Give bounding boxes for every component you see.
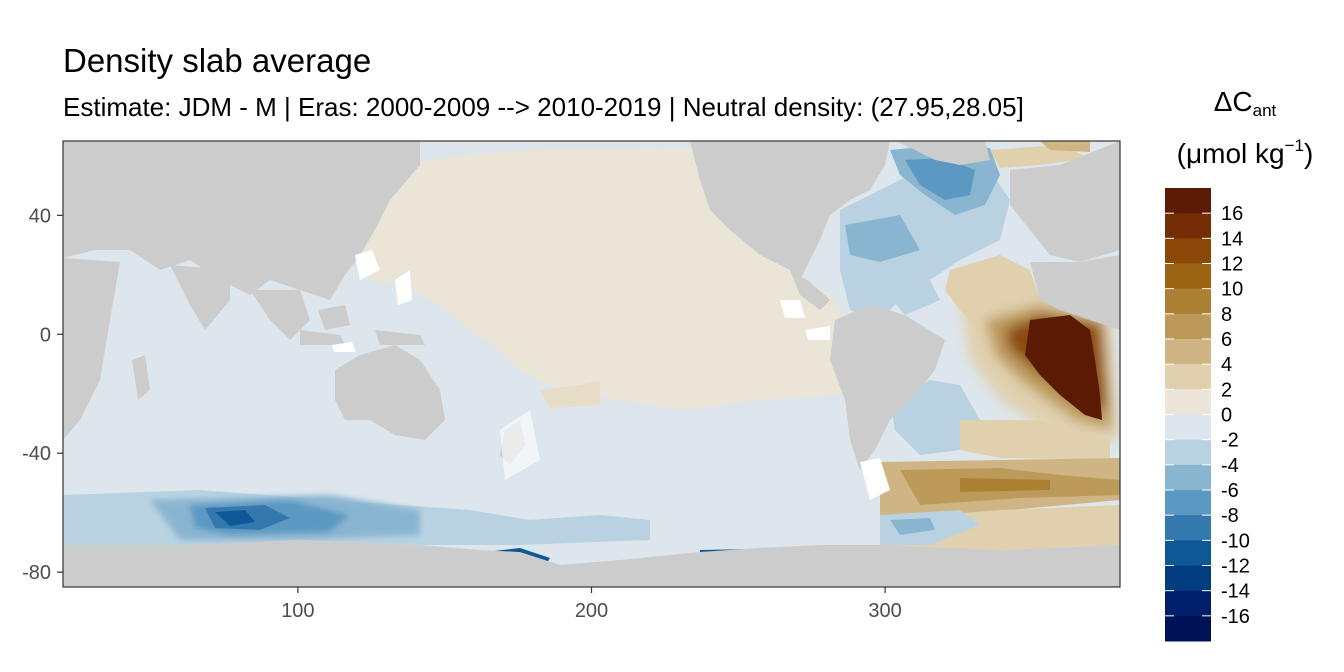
x-tick-label: 100 [281,600,314,622]
legend-title-unit: (μmol kg−1) [1176,136,1314,169]
legend-label: -8 [1221,505,1239,527]
indonesia-land [300,330,345,345]
legend-label: 8 [1221,304,1232,326]
africa-east-land [63,258,120,440]
legend-swatch [1165,238,1211,264]
legend-labels: 16 14 12 10 8 6 4 2 0 -2 -4 -6 -8 -10 -12 -14 -16 [1165,203,1250,628]
legend-label: 6 [1221,329,1232,351]
north-atlantic-coast-negative [845,215,920,262]
legend-swatch [1165,414,1211,441]
legend-title-quantity: ΔCant [1213,86,1277,120]
legend-swatch [1165,515,1211,541]
south-america-land [830,305,945,470]
legend-swatch [1165,364,1211,390]
x-tick-label: 300 [868,600,901,622]
legend-label: -6 [1221,480,1239,502]
north-atlantic-coast-shelf [880,280,940,315]
legend-label: 12 [1221,254,1243,276]
y-tick-label: 0 [40,324,51,346]
y-tick-label: 40 [29,205,51,227]
legend-swatch [1165,188,1211,214]
legend-swatch [1165,565,1211,592]
south-atlantic-negative-shelf [890,380,980,455]
legend-label: -2 [1221,430,1239,452]
legend-label: 10 [1221,279,1243,301]
legend-label: -16 [1221,606,1250,628]
x-tick-label: 200 [575,600,608,622]
legend-swatch [1165,439,1211,466]
legend-swatch [1165,540,1211,566]
land-masses [63,141,1120,587]
southeast-asia-land [250,290,310,340]
australia-land [335,345,445,440]
central-america-land [790,270,830,310]
pacific-positive-patch [540,382,600,408]
legend-label: 14 [1221,228,1243,250]
south-atlantic-positive-strong [960,478,1050,492]
indian-ocean-max-negative-core [215,510,255,526]
borneo-land [318,305,350,330]
legend-swatch [1165,490,1211,516]
coastal-gaps [332,250,890,500]
north-america-land [690,141,890,280]
greenland-land [895,141,990,165]
legend-swatch [1165,389,1211,415]
legend-label: 0 [1221,405,1232,427]
europe-land [1010,141,1120,262]
y-tick-label: -80 [22,562,51,584]
map-title: Density slab average [63,42,372,79]
map-subtitle: Estimate: JDM - M | Eras: 2000-2009 --> … [63,92,1024,122]
legend-swatch [1165,615,1211,642]
arctic-positive-patch-2 [1040,141,1090,152]
legend-swatch [1165,339,1211,365]
antarctica-land [63,540,1120,587]
legend-swatch [1165,288,1211,315]
new-guinea-land [375,330,425,345]
legend-label: -10 [1221,530,1250,552]
africa-west-land [1030,255,1120,330]
legend-label: 16 [1221,203,1243,225]
east-atlantic-max-positive [1025,315,1102,420]
southern-atlantic-rim-blue-2 [890,518,935,535]
legend-swatch [1165,590,1211,617]
map-panel [63,141,1120,587]
india-land [170,265,230,330]
legend-label: -12 [1221,556,1250,578]
legend-swatch [1165,313,1211,340]
legend-swatch [1165,464,1211,491]
north-atlantic-core-negative [905,158,975,200]
legend-label: 4 [1221,354,1232,376]
legend-colorbar [1165,188,1211,642]
legend-label: -14 [1221,581,1250,603]
legend-label: 2 [1221,379,1232,401]
madagascar-land [132,355,150,400]
south-atlantic-positive-tan [960,420,1110,460]
eurasia-land [63,141,420,300]
legend-label: -4 [1221,455,1239,477]
legend-swatch [1165,213,1211,239]
y-tick-label: -40 [22,443,51,465]
legend-swatch [1165,263,1211,290]
